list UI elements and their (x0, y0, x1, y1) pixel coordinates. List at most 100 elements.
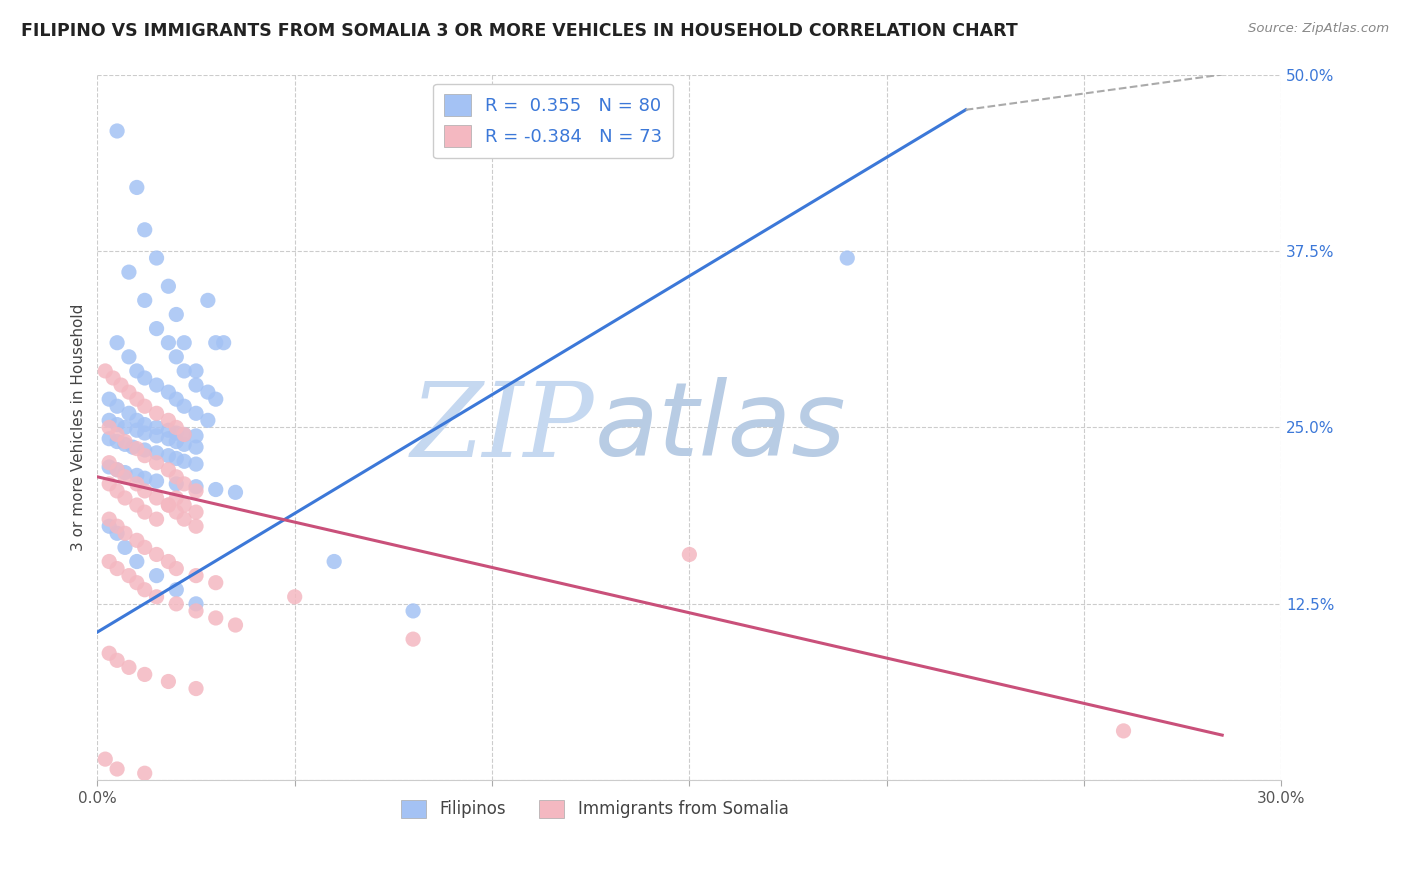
Point (98, 392, 121, 407)
Point (157, 423, 180, 437)
Point (134, 541, 156, 555)
Point (98, 646, 121, 660)
Legend: Filipinos, Immigrants from Somalia: Filipinos, Immigrants from Somalia (394, 793, 794, 825)
Point (125, 575, 148, 590)
Point (173, 364, 195, 378)
Point (114, 470, 136, 484)
Point (165, 597, 187, 611)
Point (165, 420, 187, 434)
Point (114, 437, 136, 451)
Text: Source: ZipAtlas.com: Source: ZipAtlas.com (1249, 22, 1389, 36)
Point (184, 519, 207, 533)
Point (118, 660, 141, 674)
Point (284, 590, 307, 604)
Point (98, 519, 121, 533)
Point (157, 449, 180, 463)
Point (173, 427, 195, 442)
Point (105, 561, 128, 575)
Point (134, 417, 156, 432)
Point (125, 468, 148, 483)
Point (184, 681, 207, 696)
Point (165, 451, 187, 466)
Point (145, 446, 167, 460)
Point (145, 474, 167, 488)
Point (204, 575, 226, 590)
Point (145, 548, 167, 562)
Point (204, 335, 226, 350)
Point (94, 752, 117, 766)
Point (157, 498, 180, 512)
Point (134, 505, 156, 519)
Point (165, 350, 187, 364)
Point (98, 476, 121, 491)
Point (157, 498, 180, 512)
Point (184, 604, 207, 618)
Point (173, 498, 195, 512)
Point (678, 548, 700, 562)
Point (98, 420, 121, 434)
Point (204, 611, 226, 625)
Point (165, 505, 187, 519)
Point (125, 423, 148, 437)
Point (173, 454, 195, 468)
Point (134, 399, 156, 413)
Point (173, 476, 195, 491)
Point (134, 371, 156, 385)
Point (165, 308, 187, 322)
Point (98, 459, 121, 474)
Point (197, 413, 219, 427)
Point (173, 427, 195, 442)
Point (165, 425, 187, 440)
Point (197, 385, 219, 400)
Point (165, 434, 187, 449)
Point (184, 440, 207, 454)
Point (105, 463, 128, 477)
Point (165, 491, 187, 505)
Point (134, 223, 156, 237)
Point (165, 561, 187, 575)
Point (184, 378, 207, 392)
Point (105, 434, 128, 449)
Point (98, 512, 121, 526)
Point (184, 457, 207, 471)
Point (204, 392, 226, 407)
Point (105, 124, 128, 138)
Point (134, 293, 156, 308)
Point (184, 505, 207, 519)
Point (184, 568, 207, 582)
Point (105, 483, 128, 498)
Point (105, 762, 128, 776)
Point (165, 582, 187, 597)
Point (157, 279, 180, 293)
Point (105, 427, 128, 442)
Point (105, 519, 128, 533)
Point (98, 456, 121, 470)
Point (145, 321, 167, 335)
Point (173, 335, 195, 350)
Point (98, 432, 121, 446)
Point (145, 512, 167, 526)
Point (1112, 723, 1135, 738)
Point (125, 180, 148, 194)
Point (165, 470, 187, 484)
Point (105, 335, 128, 350)
Point (173, 512, 195, 526)
Point (184, 429, 207, 443)
Point (125, 364, 148, 378)
Point (134, 425, 156, 440)
Point (323, 554, 346, 568)
Point (197, 293, 219, 308)
Point (184, 483, 207, 498)
Point (173, 437, 195, 451)
Point (165, 392, 187, 407)
Point (101, 371, 124, 385)
Point (134, 471, 156, 485)
Point (204, 483, 226, 497)
Point (134, 582, 156, 597)
Point (145, 406, 167, 420)
Point (184, 406, 207, 420)
Y-axis label: 3 or more Vehicles in Household: 3 or more Vehicles in Household (72, 303, 86, 551)
Point (118, 385, 141, 400)
Point (157, 385, 180, 400)
Point (212, 335, 235, 350)
